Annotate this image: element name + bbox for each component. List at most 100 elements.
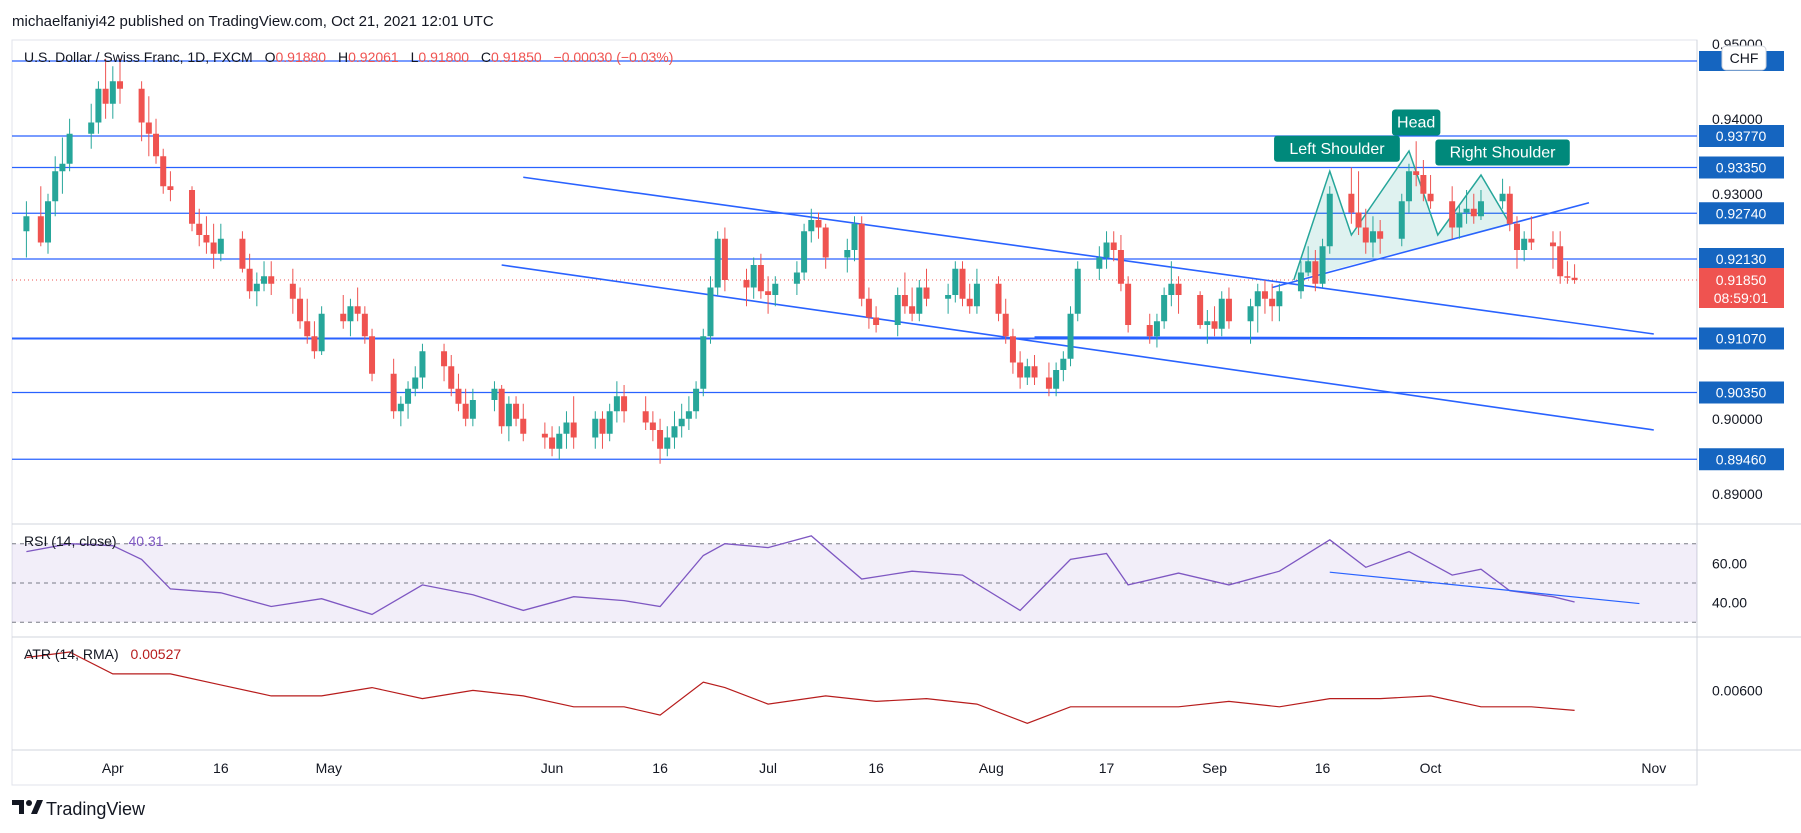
candle-body-up (1060, 358, 1067, 370)
candle-body-down (189, 190, 196, 224)
candle-body-down (1009, 336, 1016, 363)
candle-body-down (1549, 242, 1556, 247)
candle-body-up (1024, 366, 1031, 378)
candle-body-down (1362, 227, 1369, 243)
level-label: 0.92130 (1716, 251, 1767, 267)
currency-button[interactable]: CHF (1721, 45, 1767, 71)
rsi-pane[interactable] (12, 535, 1697, 623)
price-pane[interactable]: Left Shoulder Head Right Shoulder (12, 58, 1697, 464)
candle-body-down (448, 366, 455, 389)
candle-body-down (1197, 295, 1204, 325)
atr-pane[interactable] (26, 651, 1575, 724)
candle-body-down (923, 287, 930, 299)
candle-body-up (714, 238, 721, 288)
candle-body-up (59, 163, 66, 172)
candle-body-down (1110, 242, 1117, 250)
tradingview-logo[interactable]: TradingView (12, 799, 146, 819)
candle-body-down (1348, 193, 1355, 213)
candle-body-down (909, 306, 916, 314)
candle-body-down (858, 223, 865, 299)
candle-body-down (1470, 208, 1477, 217)
price-tick-label: 0.90000 (1712, 411, 1763, 427)
annotation-right-shoulder: Right Shoulder (1450, 145, 1557, 162)
level-label-bg (1699, 381, 1784, 404)
candle-body-down (649, 422, 656, 430)
candle-body-up (693, 388, 700, 412)
candle-body-down (1528, 238, 1535, 243)
candle-body-down (621, 396, 628, 412)
candle-body-up (1254, 291, 1261, 307)
candle-body-up (1168, 283, 1175, 295)
candle-body-down (1420, 175, 1427, 194)
high-value: 0.92061 (348, 49, 399, 65)
candle-body-up (347, 306, 354, 322)
candle-body-up (1405, 171, 1412, 202)
candle-body-up (700, 336, 707, 389)
candle-body-down (196, 223, 203, 235)
rsi-legend: RSI (14, close) 40.31 (24, 533, 164, 549)
close-value: 0.91850 (491, 49, 542, 65)
candle-body-up (671, 426, 678, 438)
candle-body-down (865, 298, 872, 318)
candle-body-up (1398, 201, 1405, 239)
publisher-line: michaelfaniyi42 published on TradingView… (12, 13, 494, 30)
atr-title: ATR (14, RMA) (24, 646, 119, 662)
candle-body-down (311, 336, 318, 352)
candle-body-down (822, 227, 829, 258)
candle-body-up (1247, 306, 1254, 322)
tradingview-logo-text: TradingView (46, 799, 146, 819)
candle-body-up (973, 283, 980, 307)
candle-body-down (340, 313, 347, 322)
time-tick-label: 16 (652, 760, 668, 776)
candle-body-down (1449, 201, 1456, 228)
candle-body-up (1096, 257, 1103, 269)
candle-body-up (412, 377, 419, 389)
candle-body-down (1269, 298, 1276, 307)
candle-body-down (369, 336, 376, 374)
level-label: 0.93350 (1716, 160, 1767, 176)
candle-body-down (1125, 283, 1132, 325)
time-tick-label: 16 (868, 760, 884, 776)
annotation-right-shoulder-bg (1435, 139, 1570, 166)
change-value: −0.00030 (−0.03%) (554, 49, 674, 65)
high-label: H (338, 49, 348, 65)
open-label: O (265, 49, 276, 65)
candle-body-down (160, 156, 167, 187)
annotation-head: Head (1397, 115, 1435, 132)
level-label-bg (1699, 125, 1784, 147)
candle-body-up (952, 268, 959, 295)
candle-body-down (995, 283, 1002, 314)
trendline (1034, 336, 1640, 340)
trendline (523, 176, 1654, 335)
candle-body-up (916, 287, 923, 314)
candle-body-down (167, 186, 174, 190)
candle-body-down (145, 122, 152, 134)
symbol-name: U.S. Dollar / Swiss Franc, 1D, FXCM (24, 49, 253, 65)
candle-body-down (153, 133, 160, 157)
price-tick-label: 0.93000 (1712, 186, 1763, 202)
candle-body-down (1413, 171, 1420, 175)
candle-body-down (1146, 325, 1153, 337)
price-tick-label: 0.94000 (1712, 111, 1763, 127)
level-label-bg (1699, 327, 1784, 350)
candle-body-up (844, 250, 851, 258)
candle-body-down (498, 388, 505, 427)
candle-body-down (541, 433, 548, 438)
rsi-line (26, 535, 1575, 616)
candle-body-up (685, 411, 692, 419)
candle-body-up (1276, 291, 1283, 307)
candle-body-down (1211, 321, 1218, 329)
price-labels: 0.93770 0.93350 0.92740 0.92130 0.91070 0.903… (1699, 51, 1784, 471)
candle-body-down (246, 268, 253, 292)
candle-body-up (851, 223, 858, 250)
candle-body-up (613, 396, 620, 412)
candle-body-down (37, 216, 44, 243)
time-tick-label: Nov (1641, 760, 1666, 776)
candle-body-up (1326, 193, 1333, 247)
level-label-bg (1699, 156, 1784, 179)
candle-body-down (289, 283, 296, 299)
candle-body-up (45, 201, 52, 243)
candle-body-up (750, 265, 757, 288)
candle-body-up (419, 351, 426, 378)
